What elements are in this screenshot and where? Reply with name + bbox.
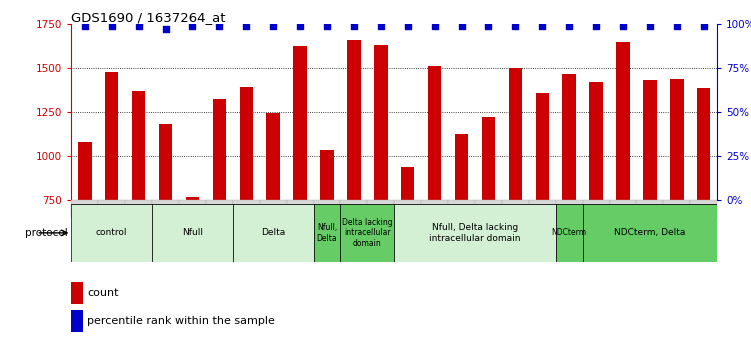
Bar bbox=[367, 200, 394, 218]
Bar bbox=[233, 200, 260, 218]
Bar bbox=[663, 200, 690, 218]
Bar bbox=[213, 99, 226, 200]
Bar bbox=[78, 142, 92, 200]
Bar bbox=[125, 200, 152, 218]
Bar bbox=[643, 80, 656, 200]
Point bbox=[509, 23, 521, 29]
Bar bbox=[152, 200, 179, 218]
Text: control: control bbox=[96, 228, 128, 237]
Bar bbox=[347, 40, 360, 200]
Bar bbox=[260, 200, 287, 218]
Bar bbox=[233, 204, 313, 262]
Bar bbox=[314, 204, 340, 262]
Point bbox=[644, 23, 656, 29]
Bar bbox=[617, 42, 630, 200]
Bar bbox=[690, 200, 717, 218]
Bar bbox=[71, 282, 83, 304]
Point bbox=[429, 23, 441, 29]
Bar bbox=[320, 150, 333, 200]
Point bbox=[617, 23, 629, 29]
Text: Delta: Delta bbox=[261, 228, 285, 237]
Point bbox=[294, 23, 306, 29]
Bar bbox=[583, 200, 610, 218]
Bar bbox=[697, 88, 710, 200]
Text: Delta lacking
intracellular
domain: Delta lacking intracellular domain bbox=[342, 218, 393, 248]
Bar bbox=[502, 200, 529, 218]
Point bbox=[563, 23, 575, 29]
Bar bbox=[294, 46, 307, 200]
Point bbox=[671, 23, 683, 29]
Point bbox=[186, 23, 198, 29]
Bar bbox=[590, 82, 603, 200]
Point bbox=[321, 23, 333, 29]
Point bbox=[456, 23, 468, 29]
Point bbox=[590, 23, 602, 29]
Text: GDS1690 / 1637264_at: GDS1690 / 1637264_at bbox=[71, 11, 226, 24]
Text: NDCterm, Delta: NDCterm, Delta bbox=[614, 228, 686, 237]
Bar bbox=[562, 74, 576, 200]
Bar bbox=[401, 167, 415, 200]
Bar bbox=[71, 204, 152, 262]
Bar bbox=[610, 200, 637, 218]
Text: percentile rank within the sample: percentile rank within the sample bbox=[87, 316, 276, 326]
Bar bbox=[421, 200, 448, 218]
Bar bbox=[206, 200, 233, 218]
Point bbox=[133, 23, 145, 29]
Text: Nfull, Delta lacking
intracellular domain: Nfull, Delta lacking intracellular domai… bbox=[430, 223, 520, 243]
Point bbox=[267, 23, 279, 29]
Bar bbox=[314, 200, 340, 218]
Bar bbox=[455, 134, 469, 200]
Bar bbox=[185, 197, 199, 200]
Bar bbox=[71, 200, 98, 218]
Text: Nfull,
Delta: Nfull, Delta bbox=[317, 223, 337, 243]
Point bbox=[402, 23, 414, 29]
Bar bbox=[535, 93, 549, 200]
Bar bbox=[98, 200, 125, 218]
Bar bbox=[670, 79, 683, 200]
Bar bbox=[448, 200, 475, 218]
Bar bbox=[287, 200, 313, 218]
Bar bbox=[152, 204, 233, 262]
Bar bbox=[556, 204, 583, 262]
Bar bbox=[583, 204, 717, 262]
Point bbox=[106, 23, 118, 29]
Bar bbox=[132, 91, 146, 200]
Bar bbox=[374, 45, 388, 200]
Text: Nfull: Nfull bbox=[182, 228, 203, 237]
Bar bbox=[267, 113, 280, 200]
Point bbox=[213, 23, 225, 29]
Point bbox=[482, 23, 494, 29]
Point bbox=[698, 23, 710, 29]
Bar bbox=[71, 310, 83, 332]
Bar bbox=[105, 72, 119, 200]
Point bbox=[375, 23, 387, 29]
Point bbox=[536, 23, 548, 29]
Bar bbox=[529, 200, 556, 218]
Bar bbox=[475, 200, 502, 218]
Bar bbox=[158, 125, 172, 200]
Bar bbox=[481, 117, 495, 200]
Bar bbox=[428, 66, 442, 200]
Bar bbox=[394, 204, 556, 262]
Text: protocol: protocol bbox=[25, 228, 68, 238]
Bar bbox=[556, 200, 583, 218]
Bar bbox=[179, 200, 206, 218]
Text: NDCterm: NDCterm bbox=[552, 228, 587, 237]
Bar bbox=[340, 204, 394, 262]
Bar bbox=[508, 68, 522, 200]
Point bbox=[79, 23, 91, 29]
Bar bbox=[394, 200, 421, 218]
Bar bbox=[637, 200, 663, 218]
Point bbox=[240, 23, 252, 29]
Text: count: count bbox=[87, 288, 119, 298]
Bar bbox=[340, 200, 367, 218]
Bar bbox=[240, 88, 253, 200]
Point bbox=[348, 23, 360, 29]
Point bbox=[159, 27, 171, 32]
